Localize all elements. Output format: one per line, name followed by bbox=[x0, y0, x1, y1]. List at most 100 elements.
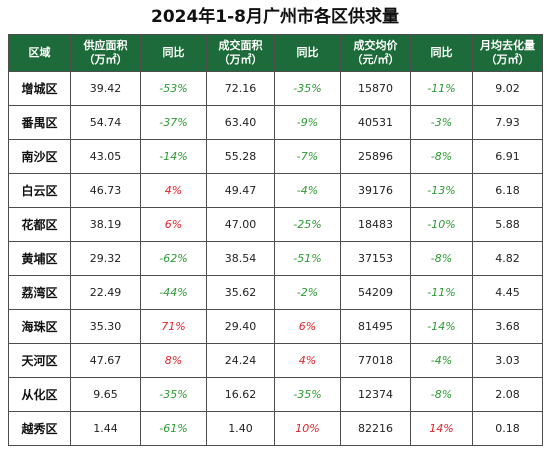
deal-yoy-cell: -51% bbox=[274, 241, 341, 276]
supply-yoy-cell: -14% bbox=[140, 139, 207, 174]
deal-area-cell: 63.40 bbox=[206, 105, 275, 140]
supply-area-cell: 54.74 bbox=[70, 105, 141, 140]
table-header-row: 区域 供应面积 （万㎡） 同比 成交面积 （万㎡） 同比 成交均价 （元/㎡） 同比 月均去化量 （万… bbox=[8, 34, 543, 72]
column-header-unit: （万㎡） bbox=[218, 53, 263, 66]
supply-area-cell: 9.65 bbox=[70, 377, 141, 412]
deal-yoy-cell: -4% bbox=[274, 173, 341, 208]
table-row: 番禺区 54.74 -37% 63.40 -9% 40531 -3% 7.93 bbox=[8, 105, 543, 140]
deal-area-cell: 29.40 bbox=[206, 309, 275, 344]
monthly-absorption-cell: 4.45 bbox=[472, 275, 543, 310]
deal-yoy-cell: 4% bbox=[274, 343, 341, 378]
column-header-label: 供应面积 bbox=[83, 39, 128, 52]
supply-area-cell: 47.67 bbox=[70, 343, 141, 378]
column-header: 供应面积 （万㎡） bbox=[70, 34, 141, 72]
column-header-label: 成交均价 bbox=[353, 39, 398, 52]
column-header: 同比 bbox=[140, 34, 207, 72]
table-row: 南沙区 43.05 -14% 55.28 -7% 25896 -8% 6.91 bbox=[8, 139, 543, 174]
monthly-absorption-cell: 9.02 bbox=[472, 71, 543, 106]
deal-yoy-cell: -9% bbox=[274, 105, 341, 140]
deal-area-cell: 55.28 bbox=[206, 139, 275, 174]
supply-area-cell: 39.42 bbox=[70, 71, 141, 106]
avg-price-cell: 54209 bbox=[340, 275, 411, 310]
table-row: 海珠区 35.30 71% 29.40 6% 81495 -14% 3.68 bbox=[8, 309, 543, 344]
price-yoy-cell: -3% bbox=[410, 105, 473, 140]
column-header-unit: （万㎡） bbox=[485, 53, 530, 66]
supply-area-cell: 38.19 bbox=[70, 207, 141, 242]
avg-price-cell: 39176 bbox=[340, 173, 411, 208]
deal-yoy-cell: -35% bbox=[274, 377, 341, 412]
region-cell: 越秀区 bbox=[8, 411, 71, 446]
price-yoy-cell: -8% bbox=[410, 139, 473, 174]
table-row: 越秀区 1.44 -61% 1.40 10% 82216 14% 0.18 bbox=[8, 411, 543, 446]
column-header-label: 同比 bbox=[430, 46, 453, 59]
table-row: 黄埔区 29.32 -62% 38.54 -51% 37153 -8% 4.82 bbox=[8, 241, 543, 276]
supply-yoy-cell: -61% bbox=[140, 411, 207, 446]
deal-area-cell: 72.16 bbox=[206, 71, 275, 106]
deal-area-cell: 24.24 bbox=[206, 343, 275, 378]
supply-area-cell: 22.49 bbox=[70, 275, 141, 310]
monthly-absorption-cell: 4.82 bbox=[472, 241, 543, 276]
monthly-absorption-cell: 2.08 bbox=[472, 377, 543, 412]
avg-price-cell: 25896 bbox=[340, 139, 411, 174]
deal-area-cell: 49.47 bbox=[206, 173, 275, 208]
avg-price-cell: 77018 bbox=[340, 343, 411, 378]
avg-price-cell: 40531 bbox=[340, 105, 411, 140]
price-yoy-cell: -8% bbox=[410, 377, 473, 412]
table-row: 花都区 38.19 6% 47.00 -25% 18483 -10% 5.88 bbox=[8, 207, 543, 242]
avg-price-cell: 37153 bbox=[340, 241, 411, 276]
price-yoy-cell: -4% bbox=[410, 343, 473, 378]
price-yoy-cell: -11% bbox=[410, 275, 473, 310]
column-header-label: 同比 bbox=[162, 46, 185, 59]
supply-area-cell: 1.44 bbox=[70, 411, 141, 446]
supply-yoy-cell: -44% bbox=[140, 275, 207, 310]
column-header-label: 成交面积 bbox=[218, 39, 263, 52]
deal-area-cell: 47.00 bbox=[206, 207, 275, 242]
page-title: 2024年1-8月广州市各区供求量 bbox=[150, 7, 400, 27]
region-cell: 荔湾区 bbox=[8, 275, 71, 310]
table-row: 增城区 39.42 -53% 72.16 -35% 15870 -11% 9.02 bbox=[8, 71, 543, 106]
column-header: 区域 bbox=[8, 34, 71, 72]
supply-yoy-cell: -53% bbox=[140, 71, 207, 106]
monthly-absorption-cell: 6.91 bbox=[472, 139, 543, 174]
deal-area-cell: 35.62 bbox=[206, 275, 275, 310]
region-cell: 南沙区 bbox=[8, 139, 71, 174]
deal-yoy-cell: 10% bbox=[274, 411, 341, 446]
supply-area-cell: 46.73 bbox=[70, 173, 141, 208]
monthly-absorption-cell: 6.18 bbox=[472, 173, 543, 208]
price-yoy-cell: 14% bbox=[410, 411, 473, 446]
column-header: 月均去化量 （万㎡） bbox=[472, 34, 543, 72]
avg-price-cell: 15870 bbox=[340, 71, 411, 106]
supply-area-cell: 43.05 bbox=[70, 139, 141, 174]
column-header: 成交面积 （万㎡） bbox=[206, 34, 275, 72]
region-cell: 海珠区 bbox=[8, 309, 71, 344]
supply-yoy-cell: 71% bbox=[140, 309, 207, 344]
column-header: 成交均价 （元/㎡） bbox=[340, 34, 411, 72]
region-cell: 从化区 bbox=[8, 377, 71, 412]
deal-area-cell: 1.40 bbox=[206, 411, 275, 446]
column-header-label: 区域 bbox=[28, 46, 51, 59]
supply-area-cell: 35.30 bbox=[70, 309, 141, 344]
deal-yoy-cell: -25% bbox=[274, 207, 341, 242]
supply-area-cell: 29.32 bbox=[70, 241, 141, 276]
price-yoy-cell: -10% bbox=[410, 207, 473, 242]
monthly-absorption-cell: 7.93 bbox=[472, 105, 543, 140]
deal-area-cell: 38.54 bbox=[206, 241, 275, 276]
table-body: 增城区 39.42 -53% 72.16 -35% 15870 -11% 9.02 番禺区 54.… bbox=[8, 71, 543, 446]
region-cell: 白云区 bbox=[8, 173, 71, 208]
avg-price-cell: 12374 bbox=[340, 377, 411, 412]
column-header-label: 月均去化量 bbox=[480, 39, 535, 52]
supply-yoy-cell: 8% bbox=[140, 343, 207, 378]
region-cell: 天河区 bbox=[8, 343, 71, 378]
deal-yoy-cell: -2% bbox=[274, 275, 341, 310]
supply-yoy-cell: -35% bbox=[140, 377, 207, 412]
avg-price-cell: 81495 bbox=[340, 309, 411, 344]
region-cell: 花都区 bbox=[8, 207, 71, 242]
avg-price-cell: 18483 bbox=[340, 207, 411, 242]
table-row: 白云区 46.73 4% 49.47 -4% 39176 -13% 6.18 bbox=[8, 173, 543, 208]
table-row: 荔湾区 22.49 -44% 35.62 -2% 54209 -11% 4.45 bbox=[8, 275, 543, 310]
column-header: 同比 bbox=[274, 34, 341, 72]
column-header-unit: （元/㎡） bbox=[351, 53, 400, 66]
supply-yoy-cell: -62% bbox=[140, 241, 207, 276]
price-yoy-cell: -14% bbox=[410, 309, 473, 344]
monthly-absorption-cell: 3.03 bbox=[472, 343, 543, 378]
